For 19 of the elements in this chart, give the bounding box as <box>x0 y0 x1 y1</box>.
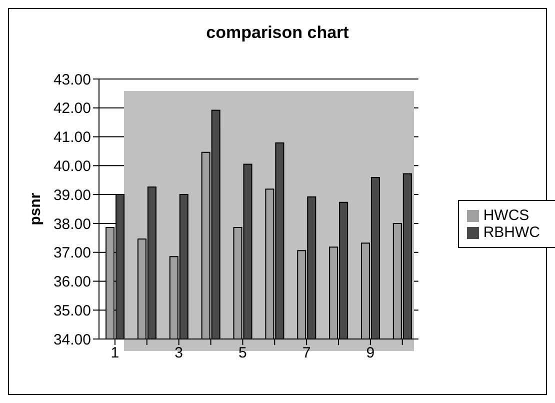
x-tick-label: 9 <box>366 344 375 362</box>
legend-label: HWCS <box>483 207 530 224</box>
legend-label: RBHWC <box>483 224 540 241</box>
y-tick-label: 39.00 <box>53 186 91 204</box>
x-tick-label: 7 <box>302 344 311 362</box>
x-tick-label: 3 <box>174 344 184 362</box>
y-tick-label: 36.00 <box>53 274 91 291</box>
chart-title: comparison chart <box>205 23 350 43</box>
y-tick-label: 41.00 <box>53 129 91 146</box>
y-tick-label: 37.00 <box>53 244 91 262</box>
x-tick-label: 1 <box>110 344 120 362</box>
y-tick-label: 35.00 <box>53 302 91 320</box>
y-axis-title: psnr <box>26 192 44 226</box>
y-tick-label: 40.00 <box>53 158 91 175</box>
x-tick-label: 5 <box>238 344 247 362</box>
y-tick-label: 38.00 <box>53 216 91 233</box>
y-tick-label: 34.00 <box>53 331 91 348</box>
y-tick-label: 43.00 <box>53 71 91 88</box>
y-tick-label: 42.00 <box>53 100 91 118</box>
